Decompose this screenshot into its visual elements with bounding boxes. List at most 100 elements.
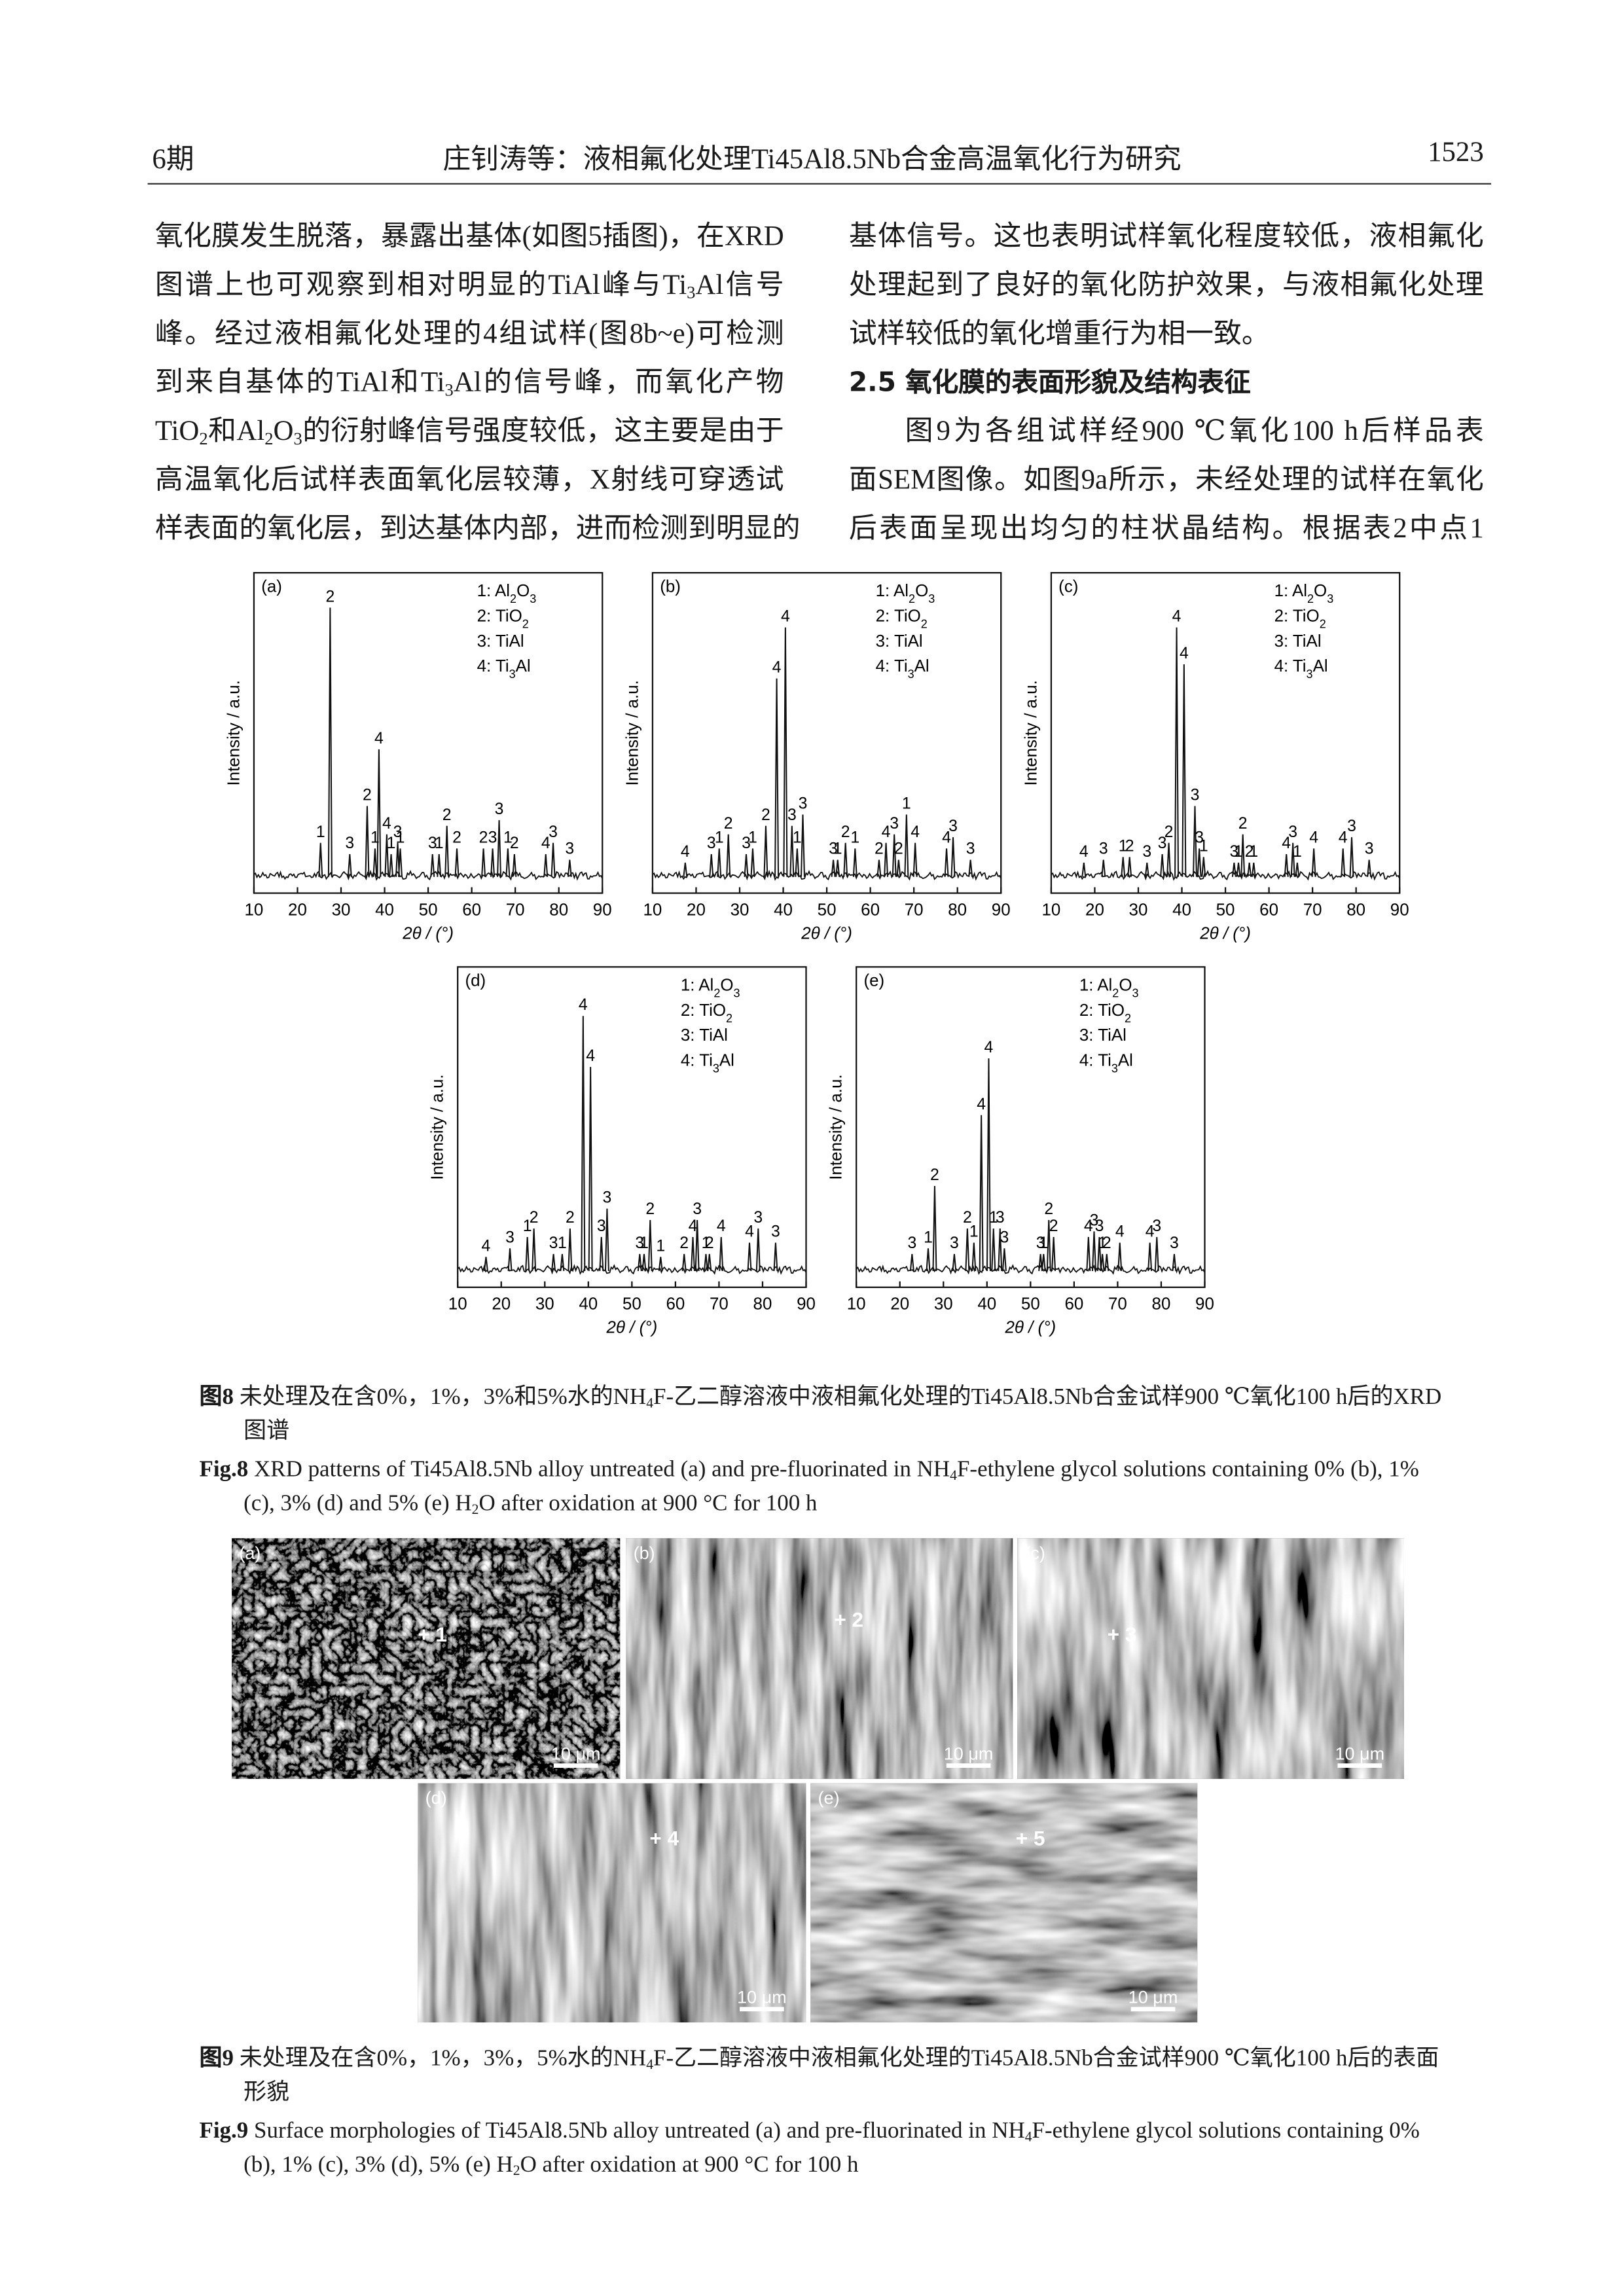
x-tick-label: 10 [643,901,662,919]
x-tick-label: 10 [245,901,264,919]
peak-label: 3 [1152,1217,1161,1235]
texture [418,1783,806,2023]
page-number: 1523 [1428,137,1484,169]
peak-label: 3 [488,829,497,846]
peak [658,1257,663,1272]
sem-micrograph: (b) + 2 10 μm [626,1538,1013,1779]
x-tick-label: 40 [977,1295,996,1314]
scale-label: 10 μm [1335,1744,1384,1764]
peak-label: 4 [1180,645,1189,662]
x-tick-label: 80 [549,901,568,919]
x-tick-label: 20 [890,1295,909,1314]
peak [1295,862,1300,877]
peak-label: 3 [635,1234,644,1252]
peak-label: 3 [1099,840,1108,858]
peak-label: 2 [530,1209,539,1227]
peak-label: 1 [702,1234,711,1252]
peak [1192,806,1197,877]
texture [232,1538,621,1779]
peak [681,1253,687,1272]
peak [1117,1242,1123,1272]
peak-label: 3 [1191,786,1200,804]
peak [372,848,378,877]
x-tick-label: 30 [332,901,351,919]
peak-label: 4 [1309,829,1318,846]
caption-text: 未处理及在含0%，1%，3%和5%水的NH4F-乙二醇溶液中液相氟化处理的Ti4… [239,1384,1442,1444]
peak [843,842,848,877]
peak-label: 1 [924,1229,933,1246]
peak-label: 3 [1195,829,1204,846]
peak-label: 3 [505,1229,514,1246]
x-tick-label: 20 [288,901,307,919]
x-tick-label: 40 [1172,901,1191,919]
caption-text: 未处理及在含0%，1%，3%，5%水的NH4F-乙二醇溶液中液相氟化处理的Ti4… [239,2046,1439,2106]
peak-label: 4 [745,1223,754,1241]
peak-label: 4 [579,996,588,1014]
xrd-panel: 10 20 30 40 50 60 70 80 90 2θ / (°) Intensity / a.… [620,565,1021,960]
x-tick-label: 10 [847,1295,866,1314]
figure-8-caption: 图8 未处理及在含0%，1%，3%和5%水的NH4F-乙二醇溶液中液相氟化处理的… [199,1380,1447,1520]
peak [550,842,556,877]
x-tick-label: 70 [1303,901,1322,919]
peak [1367,859,1372,877]
peak-label: 4 [681,843,690,861]
legend-entry: 2: TiO2 [681,1001,732,1025]
peak [1101,859,1106,877]
panel-label: (e) [818,1788,840,1808]
peak-label: 3 [693,1200,702,1218]
text-line: 面SEM图像。如图9a所示，未经处理的试样在氧化 [848,465,1484,496]
peak [968,859,973,877]
peak [365,806,370,877]
text-line: 后表面呈现出均匀的柱状晶结构。根据表2中点1 [848,513,1484,545]
peak [965,1228,970,1272]
peak-label: 3 [829,840,838,858]
peak-label: 4 [541,834,550,852]
peak [532,1228,537,1272]
peak [926,1248,931,1272]
right-column: 基体信号。这也表明试样氧化程度较低，液相氟化 处理起到了良好的氧化防护效果，与液相… [849,213,1484,554]
peak-label: 4 [689,1217,698,1235]
peak-label: 1 [850,829,859,846]
peak [437,854,442,877]
sem-micrograph: (c) + 3 10 μm [1017,1538,1404,1779]
peak [444,825,450,877]
peak-label: 2 [1245,843,1254,861]
peak-label: 2 [679,1234,689,1252]
peak-label: 3 [907,1234,916,1252]
scale-label: 10 μm [944,1744,994,1764]
running-title: 庄钊涛等：液相氟化处理Ti45Al8.5Nb合金高温氧化行为研究 [442,145,1182,176]
text-line: 处理起到了良好的氧化防护效果，与液相氟化处理 [848,270,1484,302]
scale-label: 10 μm [1128,1988,1178,2007]
peak [709,854,714,877]
peak-label: 1 [1098,1234,1107,1252]
peak [909,1253,914,1272]
peak-label: 4 [977,1096,986,1113]
peak [998,1228,1003,1272]
peak-label: 3 [1288,823,1297,841]
x-tick-label: 80 [1346,901,1365,919]
peak-label: 1 [316,823,325,841]
spectrum-baseline [253,869,604,881]
x-tick-label: 60 [666,1295,685,1314]
peak [1041,1253,1046,1272]
peak [1290,842,1295,877]
text-line: 氧化膜发生脱落，暴露出基体(如图5插图)，在XRD [154,221,784,253]
peak [347,854,352,877]
peak [852,848,857,877]
legend-entry: 1: Al2O3 [477,582,537,605]
text-line: 峰。经过液相氟化处理的4组试样(图8b~e)可检测 [154,319,784,350]
peak [1182,664,1187,877]
peak [979,1115,984,1271]
peak-label: 2 [761,806,770,824]
peak-label: 1 [793,829,802,846]
texture [626,1538,1013,1779]
sem-image: (d) + 4 10 μm [418,1783,806,2023]
texture [1017,1538,1404,1779]
x-tick-label: 80 [753,1295,772,1314]
text-line: 样表面的氧化层，到达基体内部，进而检测到明显的 [154,513,801,545]
peak [932,1186,937,1272]
peak [691,1236,696,1272]
panel-label: (b) [660,577,681,596]
xrd-chart: 10 20 30 40 50 60 70 80 90 2θ / (°) Intensity / a.… [225,572,612,942]
peak [986,1058,991,1271]
